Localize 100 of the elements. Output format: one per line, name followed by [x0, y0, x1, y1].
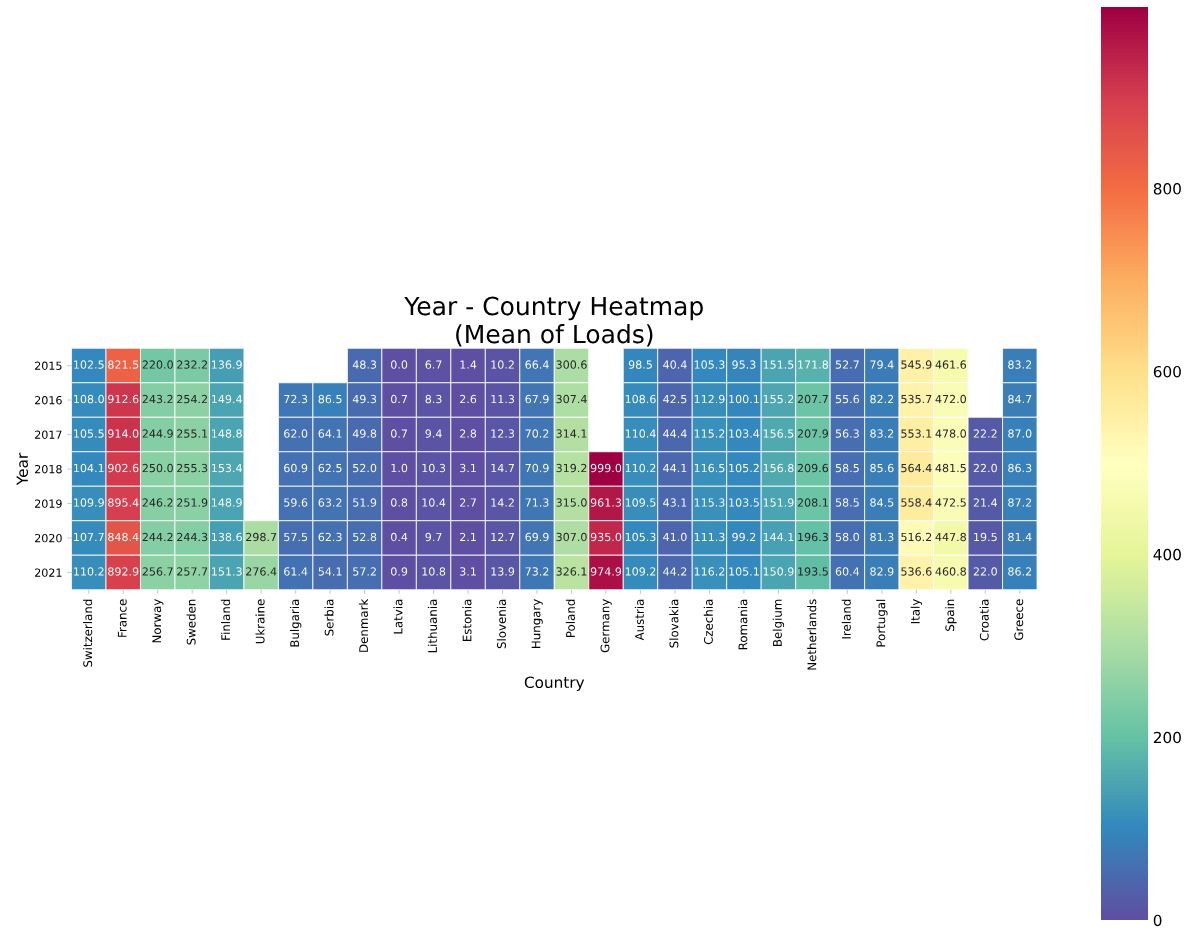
data-label: 105.5 — [74, 429, 104, 438]
data-label: 8.3 — [425, 394, 442, 404]
data-label: 100.1 — [729, 394, 759, 404]
data-label: 22.0 — [973, 463, 997, 473]
x-tick-label: Latvia — [393, 599, 403, 634]
data-label: 66.4 — [525, 360, 549, 369]
x-tick-label: Austria — [634, 599, 644, 641]
x-tick-label: Germany — [600, 599, 612, 653]
data-label: 553.1 — [901, 429, 932, 438]
data-label: 10.8 — [422, 567, 446, 576]
data-label: 6.7 — [425, 360, 442, 369]
data-label: 999.0 — [590, 463, 622, 473]
data-label: 73.2 — [525, 567, 549, 576]
data-label: 12.7 — [491, 532, 514, 542]
data-label: 44.4 — [663, 429, 687, 438]
data-label: 103.4 — [729, 429, 760, 438]
data-label: 0.0 — [391, 360, 408, 369]
color-bar-label: 0 — [1153, 914, 1162, 927]
x-tick-label: Sweden — [186, 599, 196, 645]
x-tick-label: Denmark — [358, 598, 369, 652]
data-label: 144.1 — [763, 532, 794, 542]
data-label: 13.9 — [491, 567, 515, 576]
x-tick-label: Ukraine — [255, 599, 265, 644]
data-label: 67.9 — [525, 394, 549, 404]
x-tick-label: Greece — [1014, 599, 1024, 641]
data-label: 244.3 — [177, 532, 208, 542]
x-tick-label: Netherlands — [807, 599, 817, 670]
data-label: 111.3 — [694, 532, 725, 542]
data-label: 447.8 — [935, 532, 966, 542]
x-tick-label: Slovenia — [496, 599, 506, 649]
data-label: 72.3 — [284, 394, 308, 404]
data-label: 0.4 — [391, 532, 408, 542]
data-label: 0.7 — [391, 429, 407, 438]
data-label: 220.0 — [142, 360, 173, 369]
data-label: 99.2 — [732, 532, 756, 542]
data-label: 9.4 — [425, 429, 442, 438]
data-label: 298.7 — [246, 532, 277, 542]
data-label: 79.4 — [870, 360, 894, 369]
data-label: 251.9 — [177, 498, 208, 507]
color-bar-label: 800 — [1153, 183, 1181, 195]
data-label: 895.4 — [108, 498, 139, 507]
x-tick-label: Poland — [565, 599, 575, 637]
data-label: 136.9 — [212, 360, 242, 369]
data-label: 60.9 — [284, 463, 308, 473]
data-label: 256.7 — [142, 567, 173, 576]
data-label: 821.5 — [108, 360, 139, 369]
data-label: 22.0 — [973, 567, 997, 576]
data-label: 10.3 — [422, 463, 446, 473]
data-label: 49.8 — [352, 429, 377, 438]
x-tick-label: Serbia — [324, 599, 334, 636]
y-tick-label: 2017 — [35, 430, 62, 439]
data-label: 102.5 — [74, 360, 104, 369]
x-tick-label: Croatia — [979, 599, 989, 641]
data-label: 110.2 — [625, 463, 656, 473]
data-label: 58.0 — [835, 532, 860, 542]
data-label: 51.9 — [353, 498, 377, 507]
data-label: 98.5 — [628, 360, 652, 369]
data-label: 69.9 — [525, 532, 549, 542]
data-label: 87.2 — [1008, 498, 1032, 507]
data-label: 57.5 — [284, 532, 308, 542]
data-label: 71.3 — [525, 498, 549, 507]
data-label: 57.2 — [353, 567, 376, 576]
data-label: 914.0 — [108, 429, 139, 438]
data-label: 109.9 — [74, 498, 104, 507]
data-label: 10.4 — [422, 498, 446, 507]
data-label: 83.2 — [1008, 360, 1032, 369]
data-label: 62.0 — [284, 429, 308, 438]
data-label: 112.9 — [694, 394, 725, 404]
data-label: 3.1 — [460, 567, 476, 576]
y-tick-label: 2020 — [35, 533, 62, 543]
data-label: 110.4 — [625, 429, 656, 438]
data-label: 86.5 — [318, 394, 342, 404]
data-label: 209.6 — [797, 463, 829, 473]
data-label: 171.8 — [798, 360, 829, 369]
data-label: 150.9 — [763, 567, 794, 576]
data-label: 912.6 — [108, 394, 139, 404]
data-label: 207.7 — [797, 394, 828, 404]
data-label: 254.2 — [177, 394, 207, 404]
data-label: 22.2 — [973, 429, 997, 438]
data-label: 148.9 — [212, 498, 242, 507]
data-label: 103.5 — [729, 498, 759, 507]
data-label: 108.6 — [625, 394, 656, 404]
data-label: 105.2 — [729, 463, 759, 473]
data-label: 207.9 — [797, 429, 829, 438]
data-label: 961.3 — [590, 498, 622, 507]
data-label: 56.3 — [835, 429, 859, 438]
data-label: 536.6 — [901, 567, 932, 576]
data-label: 116.2 — [694, 567, 725, 576]
data-label: 148.8 — [212, 429, 242, 438]
data-label: 85.6 — [870, 463, 894, 473]
data-label: 58.5 — [835, 498, 859, 507]
data-label: 276.4 — [246, 567, 277, 576]
x-axis-title: Country — [524, 676, 585, 692]
data-label: 10.2 — [491, 360, 514, 369]
data-label: 84.5 — [870, 498, 894, 507]
data-label: 151.3 — [212, 567, 242, 576]
data-label: 55.6 — [835, 394, 860, 404]
data-label: 110.2 — [74, 567, 104, 576]
x-tick-label: France — [117, 599, 127, 637]
data-label: 156.5 — [763, 429, 794, 438]
